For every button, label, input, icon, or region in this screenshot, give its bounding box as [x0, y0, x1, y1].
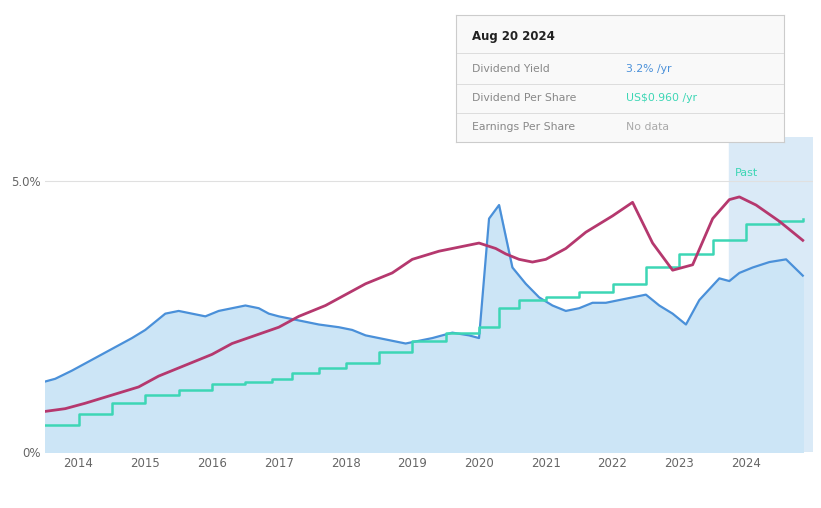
- Text: No data: No data: [626, 122, 669, 132]
- Text: Earnings Per Share: Earnings Per Share: [472, 122, 576, 132]
- Text: Aug 20 2024: Aug 20 2024: [472, 30, 555, 44]
- Text: US$0.960 /yr: US$0.960 /yr: [626, 93, 697, 104]
- Text: Past: Past: [735, 168, 758, 178]
- Bar: [729, 137, 819, 452]
- Text: Dividend Yield: Dividend Yield: [472, 64, 550, 74]
- Text: Dividend Per Share: Dividend Per Share: [472, 93, 576, 104]
- Text: 3.2% /yr: 3.2% /yr: [626, 64, 672, 74]
